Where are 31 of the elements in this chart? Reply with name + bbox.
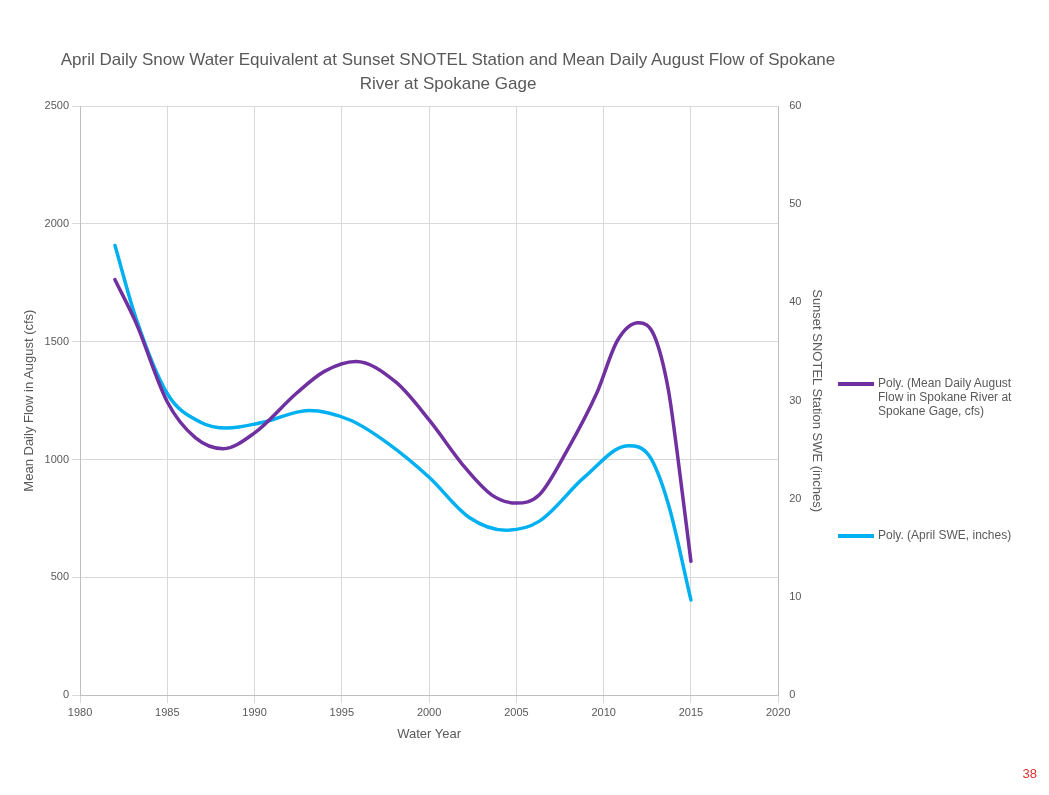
y-tick-label: 0 bbox=[62, 688, 70, 701]
y-axis-title: Mean Daily Flow in August (cfs) bbox=[21, 309, 37, 492]
y2-tick-label: 10 bbox=[789, 590, 802, 603]
x-tick-label: 1990 bbox=[242, 705, 267, 718]
text: 38 bbox=[1022, 766, 1037, 781]
y2-tick-label: 30 bbox=[789, 393, 802, 406]
y2-tick-label: 60 bbox=[789, 99, 802, 112]
chart-title: April Daily Snow Water Equivalent at Sunset SNOTEL Station and Mean Daily August Flow of Spokane River at Spokane Gage bbox=[59, 49, 837, 95]
x-tick-label: 2000 bbox=[416, 705, 442, 718]
x-tick-label: 1980 bbox=[67, 705, 93, 718]
x-tick-label: 2010 bbox=[591, 705, 616, 718]
line-series bbox=[113, 243, 693, 602]
x-tick-label: 1995 bbox=[329, 705, 355, 718]
y2-axis-title: Sunset SNOTEL Station SWE (inches) bbox=[809, 289, 825, 512]
y2-tick-label: 0 bbox=[789, 688, 796, 701]
y2-tick-label: 50 bbox=[789, 197, 802, 210]
y2-tick-label: 40 bbox=[789, 295, 802, 308]
line-series bbox=[113, 277, 693, 564]
y-tick-label: 2500 bbox=[44, 99, 70, 112]
x-tick-label: 1985 bbox=[155, 705, 180, 718]
x-tick-label: 2005 bbox=[504, 705, 529, 718]
x-tick-label: 2020 bbox=[765, 705, 791, 718]
y-tick-label: 1500 bbox=[44, 334, 70, 347]
x-tick-label: 2015 bbox=[678, 705, 704, 718]
x-axis-title: Water Year bbox=[397, 725, 462, 741]
legend-label: Poly. (Mean Daily August Flow in Spokane River at Spokane Gage, cfs) bbox=[878, 376, 1013, 418]
y-tick-label: 1000 bbox=[44, 452, 70, 465]
y-tick-label: 2000 bbox=[44, 216, 70, 229]
legend-label: Poly. (April SWE, inches) bbox=[878, 528, 1012, 542]
y2-tick-label: 20 bbox=[789, 491, 802, 504]
y-tick-label: 500 bbox=[50, 570, 70, 583]
